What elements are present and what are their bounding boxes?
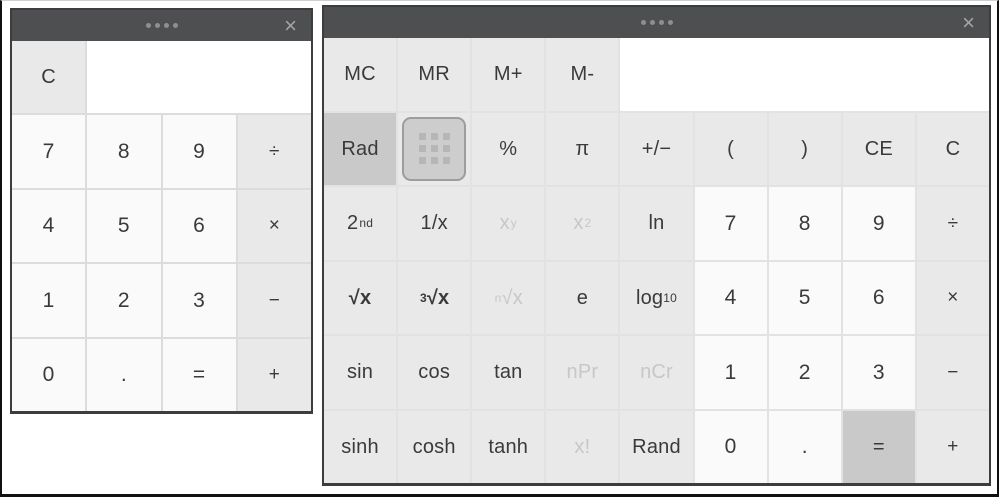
display — [620, 38, 989, 111]
key-equals[interactable]: = — [842, 410, 915, 483]
key-tanh[interactable]: tanh — [472, 410, 545, 483]
key-decimal[interactable]: . — [87, 338, 161, 411]
key-ln[interactable]: ln — [620, 187, 693, 260]
key-e[interactable]: e — [546, 261, 619, 334]
key-rad[interactable]: Rad — [324, 112, 397, 185]
key-3[interactable]: 3 — [162, 264, 236, 337]
basic-calculator-window: × C 7 8 9 ÷ 4 5 6 × 1 2 3−0. = + — [10, 8, 313, 414]
key-factorial: x! — [546, 410, 619, 483]
key-cosh[interactable]: cosh — [398, 410, 471, 483]
key-open-paren[interactable]: ( — [694, 112, 767, 185]
window-dots-icon — [145, 23, 178, 28]
key-tan[interactable]: tan — [472, 336, 545, 409]
key-log10[interactable]: log 10 — [620, 261, 693, 334]
basic-keypad: C 7 8 9 ÷ 4 5 6 × 1 2 3− 0. = + — [12, 41, 311, 411]
key-clear[interactable]: C — [12, 41, 86, 114]
key-9[interactable]: 9 — [162, 115, 236, 188]
close-icon[interactable]: × — [962, 9, 975, 35]
key-nth-root: n √x — [472, 261, 545, 334]
window-dots-icon — [640, 20, 673, 25]
key-6[interactable]: 6 — [842, 261, 915, 334]
key-ncr: nCr — [620, 336, 693, 409]
key-equals[interactable]: = — [162, 338, 236, 411]
key-plus-minus[interactable]: +/− — [620, 112, 693, 185]
key-2[interactable]: 2 — [768, 336, 841, 409]
key-clear[interactable]: C — [916, 112, 989, 185]
key-2[interactable]: 2 — [87, 264, 161, 337]
key-8[interactable]: 8 — [87, 115, 161, 188]
key-close-paren[interactable]: ) — [768, 112, 841, 185]
key-add[interactable]: + — [916, 410, 989, 483]
key-sinh[interactable]: sinh — [324, 410, 397, 483]
key-pi[interactable]: π — [546, 112, 619, 185]
key-rand[interactable]: Rand — [620, 410, 693, 483]
key-5[interactable]: 5 — [768, 261, 841, 334]
key-memory-subtract[interactable]: M- — [546, 38, 619, 111]
key-memory-clear[interactable]: MC — [324, 38, 397, 111]
key-memory-add[interactable]: M+ — [472, 38, 545, 111]
key-3[interactable]: 3 — [842, 336, 915, 409]
key-6[interactable]: 6 — [162, 189, 236, 263]
key-0[interactable]: 0 — [12, 338, 86, 411]
key-7[interactable]: 7 — [694, 187, 767, 260]
key-divide[interactable]: ÷ — [916, 187, 989, 260]
key-reciprocal[interactable]: 1/x — [398, 187, 471, 260]
basic-titlebar[interactable]: × — [12, 10, 311, 41]
key-add[interactable]: + — [237, 338, 311, 411]
key-keypad-toggle[interactable] — [398, 112, 471, 185]
key-memory-recall[interactable]: MR — [398, 38, 471, 111]
key-sqrt[interactable]: √x — [324, 261, 397, 334]
key-4[interactable]: 4 — [694, 261, 767, 334]
key-8[interactable]: 8 — [768, 187, 841, 260]
key-clear-entry[interactable]: CE — [842, 112, 915, 185]
key-decimal[interactable]: . — [768, 410, 841, 483]
key-1[interactable]: 1 — [12, 264, 86, 337]
key-sin[interactable]: sin — [324, 336, 397, 409]
key-cos[interactable]: cos — [398, 336, 471, 409]
close-icon[interactable]: × — [284, 12, 297, 38]
key-7[interactable]: 7 — [12, 115, 86, 188]
key-0[interactable]: 0 — [694, 410, 767, 483]
keypad-grid-icon — [402, 116, 467, 181]
key-percent[interactable]: % — [472, 112, 545, 185]
key-4[interactable]: 4 — [12, 189, 86, 263]
key-subtract[interactable]: − — [916, 336, 989, 409]
key-subtract[interactable]: − — [237, 264, 311, 337]
display — [87, 41, 311, 114]
key-multiply[interactable]: × — [916, 261, 989, 334]
key-multiply[interactable]: × — [237, 189, 311, 263]
key-9[interactable]: 9 — [842, 187, 915, 260]
key-divide[interactable]: ÷ — [237, 115, 311, 188]
key-1[interactable]: 1 — [694, 336, 767, 409]
scientific-titlebar[interactable]: × — [324, 7, 989, 38]
key-5[interactable]: 5 — [87, 189, 161, 263]
key-npr: nPr — [546, 336, 619, 409]
key-cbrt[interactable]: 3 √x — [398, 261, 471, 334]
